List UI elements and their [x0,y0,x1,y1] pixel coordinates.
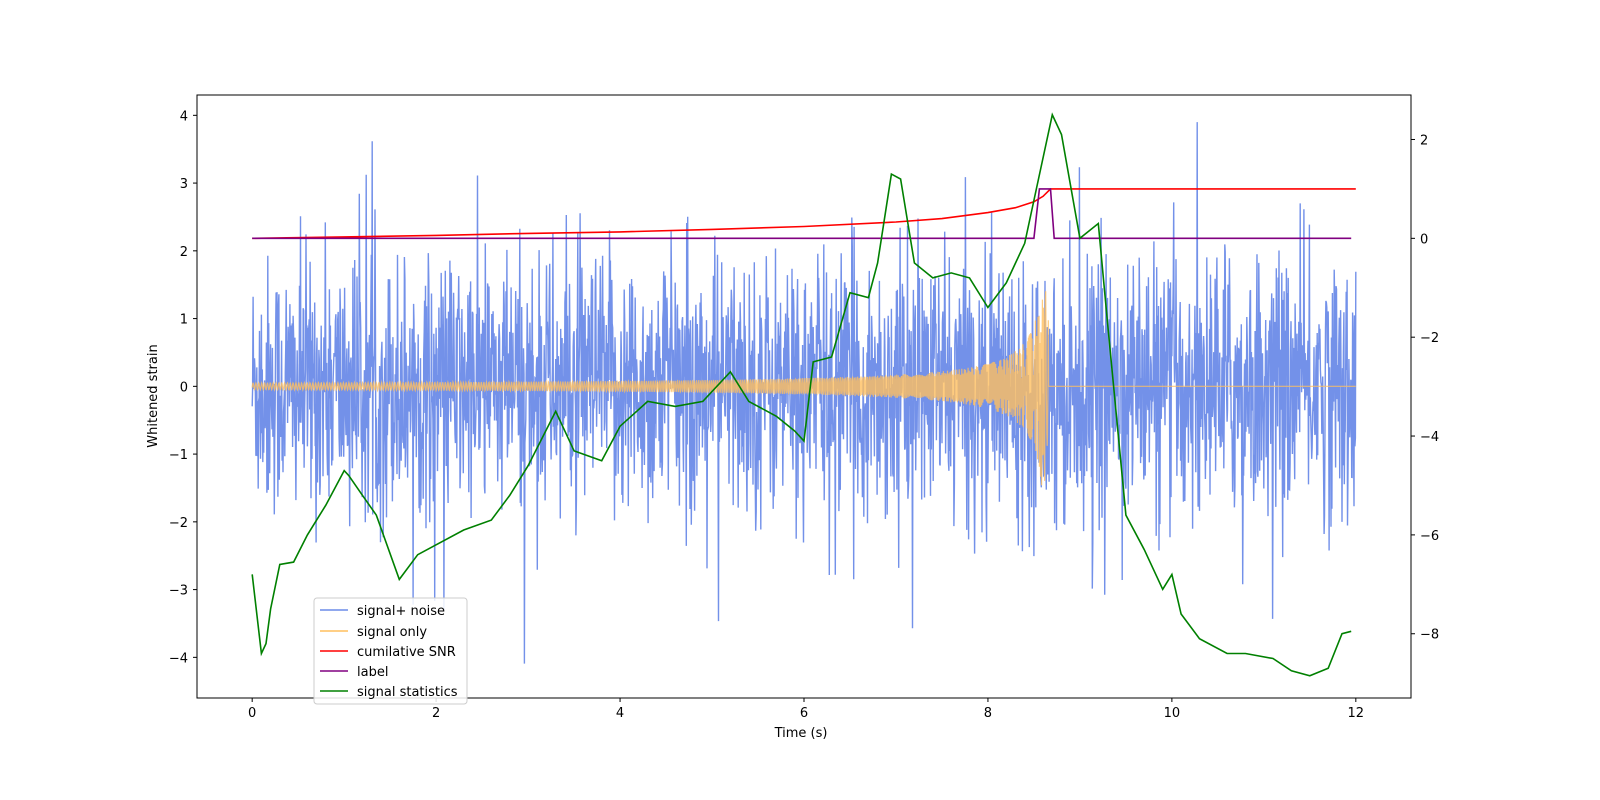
x-tick-label: 8 [984,706,992,721]
series-line-signal-statistics [251,112,1352,677]
series-line-signal-only [251,291,1356,486]
y-left-tick-label: 2 [180,245,188,260]
x-tick-label: 2 [432,706,440,721]
legend-entry: signal statistics [320,685,458,700]
y-right-tick-label: 0 [1420,232,1428,247]
legend-label: signal statistics [357,685,458,700]
legend-label: signal only [357,625,427,640]
x-tick-label: 10 [1164,706,1181,721]
legend-label: cumilative SNR [357,645,456,660]
y-left-tick-label: −3 [169,584,188,599]
y-left-tick-label: 3 [180,177,188,192]
y-right-tick-label: 2 [1420,133,1428,148]
y-right-tick-label: −8 [1420,628,1439,643]
y-left-tick-label: 4 [180,109,188,124]
y-right-tick-label: −4 [1420,430,1439,445]
y-left-tick-label: −4 [169,651,188,666]
legend-entry: label [320,665,388,680]
y-left-tick-label: 0 [180,380,188,395]
y-right-tick-label: −2 [1420,331,1439,346]
series-line-label [252,188,1352,240]
x-tick-label: 12 [1348,706,1365,721]
y-left-tick-label: 1 [180,313,188,328]
legend-box [313,597,468,705]
legend-entry: signal+ noise [320,604,445,619]
x-tick-label: 4 [616,706,624,721]
legend-entry: signal only [320,625,427,640]
legend-entry: cumilative SNR [320,645,456,660]
x-axis-title: Time (s) [774,726,828,741]
series-line-cumilative-snr [252,188,1356,240]
y-axis-left-title: Whitened strain [146,344,161,447]
legend-label: label [357,665,388,680]
y-right-tick-label: −6 [1420,529,1439,544]
y-left-tick-label: −1 [169,448,188,463]
legend: signal+ noise signal only cumilative SNR… [313,597,468,705]
y-axis-right: −8 −6 −4 −2 0 2 [1411,133,1439,643]
y-axis-left: −4 −3 −2 −1 0 1 2 3 4 [169,109,197,666]
y-left-tick-label: −2 [169,516,188,531]
series-line-signal-noise [251,122,1357,664]
x-tick-label: 0 [248,706,256,721]
x-tick-label: 6 [800,706,808,721]
legend-label: signal+ noise [357,604,445,619]
